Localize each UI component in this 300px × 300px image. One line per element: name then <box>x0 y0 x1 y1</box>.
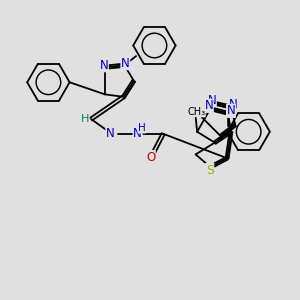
Text: N: N <box>208 94 216 106</box>
Text: N: N <box>205 99 213 112</box>
Text: N: N <box>106 127 115 140</box>
Text: N: N <box>100 59 108 72</box>
Text: N: N <box>229 98 238 111</box>
Text: H: H <box>80 114 89 124</box>
Text: N: N <box>121 57 130 70</box>
Text: O: O <box>146 151 155 164</box>
Text: CH₃: CH₃ <box>187 107 205 117</box>
Text: N: N <box>226 104 235 117</box>
Text: N: N <box>133 127 142 140</box>
Text: S: S <box>206 164 214 176</box>
Text: H: H <box>138 123 146 133</box>
